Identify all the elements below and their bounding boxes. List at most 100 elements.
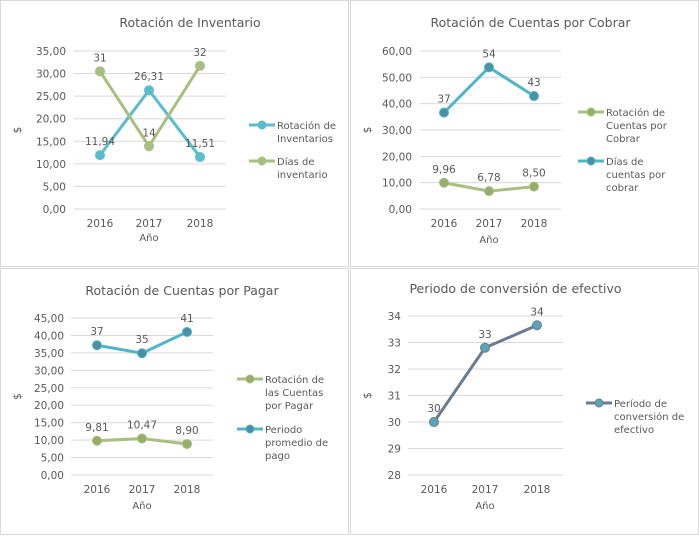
chart-title: Rotación de Cuentas por Pagar <box>85 283 279 298</box>
legend-label-line: efectivo <box>614 425 654 436</box>
data-label: 26,31 <box>134 71 164 83</box>
y-tick-label: 40,00 <box>34 330 64 342</box>
x-tick-label: 2016 <box>87 218 114 230</box>
x-tick-label: 2017 <box>472 484 499 496</box>
y-tick-label: 25,00 <box>34 383 64 395</box>
legend-label-line: Rotación de <box>606 107 665 119</box>
legend-label: Rotación de Cuentas por Cobrar <box>606 107 668 145</box>
data-point <box>484 62 494 73</box>
x-tick-label: 2017 <box>476 218 503 230</box>
y-tick-label: 32 <box>388 364 401 376</box>
series-line <box>442 65 535 114</box>
legend-label: Días de cuentas por cobrar <box>606 156 666 194</box>
data-label: 43 <box>527 77 540 89</box>
legend-label-line: Rotación de <box>265 374 324 386</box>
data-point <box>195 60 205 71</box>
data-label: 37 <box>437 94 450 106</box>
data-label: 8,50 <box>522 168 545 180</box>
chart-title: Periodo de conversión de efectivo <box>409 281 621 296</box>
y-tick-label: 30 <box>388 417 401 429</box>
legend-label: Rotación de las Cuentas por Pagar <box>265 374 324 412</box>
data-point <box>429 417 439 427</box>
data-label: 9,96 <box>432 164 456 176</box>
data-point <box>195 152 205 163</box>
data-point <box>439 177 449 188</box>
legend-label-line: Cobrar <box>606 134 641 145</box>
chart-title: Rotación de Cuentas por Cobrar <box>430 15 631 30</box>
legend-label-line: cobrar <box>606 183 639 194</box>
legend-label-line: Período de <box>614 398 667 410</box>
data-label: 41 <box>180 313 193 325</box>
y-tick-label: 20,00 <box>34 400 64 412</box>
legend-marker <box>245 374 255 384</box>
legend-label-line: Días de <box>277 156 315 168</box>
chart-cash-conversion: Periodo de conversión de efectivo 28 29 30 3… <box>362 281 684 512</box>
legend-label-line: promedio de <box>265 438 328 449</box>
legend-label-line: por Pagar <box>265 401 314 412</box>
x-tick-label: 2017 <box>136 218 163 230</box>
data-label: 10,47 <box>127 419 157 431</box>
chart-panel-cash-conversion: Periodo de conversión de efectivo 28 29 30 3… <box>350 268 699 535</box>
y-tick-label: 20,00 <box>36 114 66 126</box>
y-axis-label: $ <box>362 127 374 134</box>
y-axis-label: $ <box>362 392 374 399</box>
y-tick-label: 30,00 <box>382 125 412 137</box>
x-tick-label: 2018 <box>524 484 551 496</box>
data-point <box>92 340 102 351</box>
y-tick-label: 0,00 <box>389 204 412 216</box>
chart-panel-payables: Rotación de Cuentas por Pagar 0,00 5,00 10,… <box>0 268 349 535</box>
y-tick-label: 60,00 <box>382 46 412 58</box>
y-tick-label: 30,00 <box>34 365 64 377</box>
y-tick-label: 15,00 <box>36 136 66 148</box>
legend-label-line: Cuentas por <box>606 121 668 132</box>
x-tick-label: 2018 <box>187 218 214 230</box>
data-label: 11,94 <box>85 136 115 148</box>
data-point <box>532 320 542 331</box>
legend-label-line: Rotación de <box>277 120 336 132</box>
y-tick-label: 0,00 <box>43 204 66 216</box>
y-tick-label: 34 <box>388 311 402 323</box>
legend-label: Periodo promedio de pago <box>265 425 328 462</box>
data-point <box>137 433 147 444</box>
data-point <box>529 91 539 102</box>
data-point <box>144 141 154 152</box>
data-point <box>95 66 105 77</box>
legend-marker <box>245 424 255 434</box>
legend-label-line: las Cuentas <box>265 388 323 399</box>
legend-label: Período de conversión de efectivo <box>614 398 684 436</box>
legend-label-line: pago <box>265 451 290 462</box>
data-label: 14 <box>142 127 156 139</box>
y-tick-label: 29 <box>388 444 401 456</box>
y-tick-label: 20,00 <box>382 151 412 163</box>
y-tick-label: 35,00 <box>34 348 64 360</box>
data-label: 32 <box>193 47 206 59</box>
data-label: 30 <box>427 403 440 415</box>
x-tick-label: 2018 <box>174 484 201 496</box>
data-label: 54 <box>482 48 496 60</box>
chart-panel-receivables: Rotación de Cuentas por Cobrar 0,00 10,00 2… <box>350 0 699 267</box>
legend-label-line: Periodo <box>265 425 302 436</box>
data-point <box>480 342 490 353</box>
y-tick-label: 5,00 <box>41 453 64 465</box>
legend-marker <box>257 156 267 166</box>
legend-label: Rotación de Inventarios <box>277 120 336 145</box>
chart-inventory: Rotación de Inventario 0,00 5,00 10,00 15,00… <box>12 15 336 244</box>
legend-label-line: inventario <box>277 170 328 181</box>
chart-panel-inventory: Rotación de Inventario 0,00 5,00 10,00 15,00… <box>0 0 349 267</box>
data-point <box>137 348 147 359</box>
data-label: 9,81 <box>85 422 108 434</box>
x-tick-label: 2016 <box>421 484 448 496</box>
x-tick-label: 2016 <box>431 218 458 230</box>
y-tick-label: 35,00 <box>36 46 66 58</box>
chart-payables: Rotación de Cuentas por Pagar 0,00 5,00 10,… <box>12 283 328 512</box>
y-tick-label: 15,00 <box>34 418 64 430</box>
x-axis-label: Año <box>475 501 494 512</box>
y-tick-label: 45,00 <box>34 313 64 325</box>
y-tick-label: 50,00 <box>382 72 412 84</box>
y-tick-label: 10,00 <box>382 178 412 190</box>
data-point <box>95 150 105 161</box>
x-axis-label: Año <box>132 501 151 512</box>
y-tick-label: 5,00 <box>43 181 66 193</box>
data-point <box>144 85 154 96</box>
legend-label-line: conversión de <box>614 411 684 423</box>
